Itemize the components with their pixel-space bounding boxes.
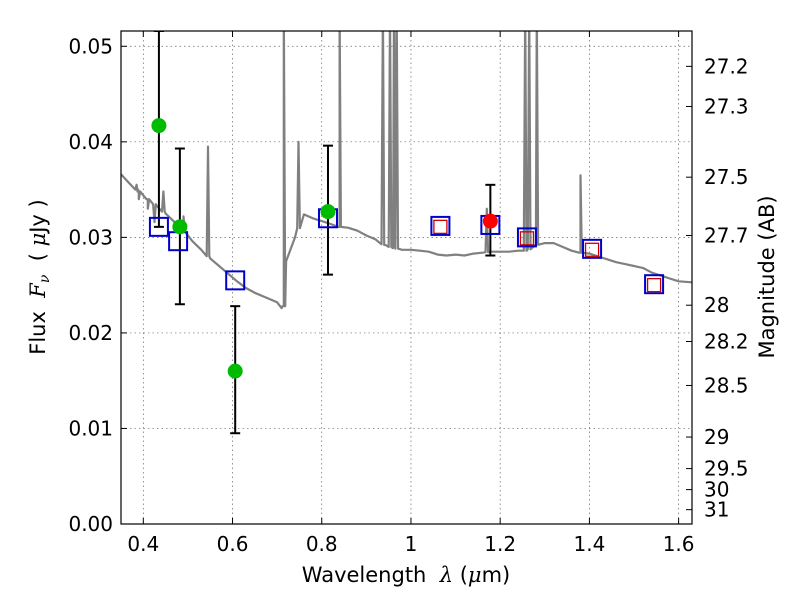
x-tick-label: 0.6 [217, 532, 249, 556]
grid-lines [121, 31, 692, 525]
y-tick-label: 0.04 [68, 130, 113, 154]
y-axis-label-part: Jy ) [26, 199, 50, 235]
y-axis-label-part: μ [26, 233, 50, 247]
x-axis-label-part: μ [468, 563, 482, 587]
y2-tick-label: 29 [704, 425, 729, 449]
y2-tick-label: 28.2 [704, 330, 749, 354]
y-axis-label-part: Flux [26, 298, 50, 355]
plot-frame [120, 30, 693, 525]
y2-tick-label: 30 [704, 478, 729, 502]
observed-flux-point [482, 213, 498, 229]
model-spectrum [121, 31, 692, 310]
y2-axis-label: Magnitude (AB) [755, 195, 779, 358]
synthetic-flux-square [148, 216, 169, 237]
axis-ticks: 0.4 0.6 0.8 1 1.2 1.4 1.6 0.00 0.01 0.02 0.03 0.04 0… [68, 31, 749, 556]
y-axis-label-part: ν [37, 274, 53, 283]
observed-flux-point [172, 219, 188, 235]
x-tick-label: 1 [405, 532, 418, 556]
y-tick-label: 0.03 [68, 225, 113, 249]
y-axis-label: Flux Fν ( μJy ) [26, 199, 53, 354]
y-axis-label-part: F [26, 282, 50, 299]
observed-flux-point [151, 118, 167, 134]
synthetic-flux-square [516, 227, 537, 248]
observed-flux-point [320, 204, 336, 220]
synthetic-flux-square [519, 231, 535, 246]
y-tick-label: 0.01 [68, 416, 113, 440]
y2-tick-label: 29.5 [704, 457, 749, 481]
y-axis-label-part: ( [26, 246, 50, 274]
spectrum-line [121, 31, 692, 310]
x-axis-label-part: m) [482, 563, 511, 587]
axis-labels: Wavelength λ (μm) Flux Fν ( μJy ) Magnit… [26, 195, 779, 587]
x-tick-label: 0.8 [306, 532, 338, 556]
y2-tick-label: 28.5 [704, 373, 749, 397]
x-tick-label: 1.2 [484, 532, 516, 556]
y-tick-label: 0.02 [68, 321, 113, 345]
y-tick-label: 0.05 [68, 34, 113, 58]
y-tick-label: 0.00 [68, 512, 113, 536]
x-axis-label-part: λ [439, 563, 453, 587]
synthetic-flux-square [168, 231, 189, 252]
synthetic-flux-square [225, 270, 246, 291]
synthetic-flux-square [433, 219, 448, 235]
x-axis-label-part: ( [453, 563, 468, 587]
y2-tick-label: 28 [704, 293, 729, 317]
error-bars [153, 31, 496, 435]
x-axis-label-part: Wavelength [302, 563, 440, 587]
x-tick-label: 0.4 [127, 532, 159, 556]
x-tick-label: 1.6 [663, 532, 695, 556]
data-markers [148, 118, 665, 379]
y2-tick-label: 27.5 [704, 165, 749, 189]
y2-tick-label: 27.2 [704, 54, 749, 78]
x-axis-label: Wavelength λ (μm) [302, 563, 510, 587]
synthetic-flux-square [430, 215, 451, 236]
y2-tick-label: 27.7 [704, 223, 749, 247]
observed-flux-point [227, 363, 243, 379]
y2-tick-label: 31 [704, 498, 729, 522]
y2-tick-label: 27.3 [704, 94, 749, 118]
synthetic-flux-square [646, 277, 662, 293]
synthetic-flux-square [584, 242, 600, 257]
synthetic-flux-square [582, 238, 603, 259]
synthetic-flux-square [644, 274, 665, 295]
x-tick-label: 1.4 [573, 532, 605, 556]
